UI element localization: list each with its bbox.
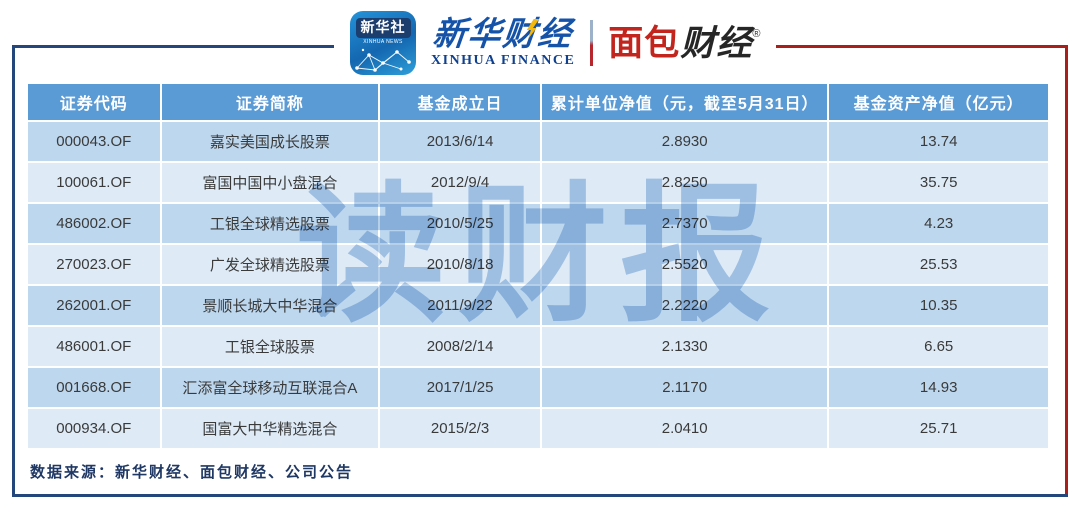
cell-inception: 2015/2/3 xyxy=(380,409,540,448)
frame-left-line xyxy=(12,45,15,497)
cell-name: 景顺长城大中华混合 xyxy=(161,286,379,325)
cell-code: 000043.OF xyxy=(28,122,160,161)
cell-inception: 2010/5/25 xyxy=(380,204,540,243)
frame-top-right-line xyxy=(746,45,1068,48)
cell-inception: 2008/2/14 xyxy=(380,327,540,366)
cell-cum-nav: 2.8930 xyxy=(542,122,828,161)
cell-cum-nav: 2.1170 xyxy=(542,368,828,407)
xinhua-news-en-label: XINHUA NEWS xyxy=(363,38,403,45)
cell-name: 汇添富全球移动互联混合A xyxy=(161,368,379,407)
cell-cum-nav: 2.2220 xyxy=(542,286,828,325)
cell-inception: 2011/9/22 xyxy=(380,286,540,325)
cell-cum-nav: 2.5520 xyxy=(542,245,828,284)
xinhua-finance-en: XINHUA FINANCE xyxy=(431,53,576,68)
table-row: 000043.OF 嘉实美国成长股票 2013/6/14 2.8930 13.7… xyxy=(28,122,1048,161)
cell-cum-nav: 2.8250 xyxy=(542,163,828,202)
logo-bar: 新华社 XINHUA NEWS 新华财经 XINHUA FINANCE xyxy=(344,8,777,78)
col-header-cum-nav: 累计单位净值（元，截至5月31日） xyxy=(542,84,828,120)
mianbao-cn-dark: 财经 xyxy=(680,23,753,63)
table-row: 001668.OF 汇添富全球移动互联混合A 2017/1/25 2.1170 … xyxy=(28,368,1048,407)
cell-net-assets: 13.74 xyxy=(829,122,1048,161)
frame-bottom-line xyxy=(12,494,1068,497)
network-pattern-icon xyxy=(355,48,411,72)
table-row: 270023.OF 广发全球精选股票 2010/8/18 2.5520 25.5… xyxy=(28,245,1048,284)
mianbao-cn-red: 面包 xyxy=(608,23,681,63)
cell-code: 486002.OF xyxy=(28,204,160,243)
xinhua-news-app-icon: 新华社 XINHUA NEWS xyxy=(350,11,416,75)
table-row: 486001.OF 工银全球股票 2008/2/14 2.1330 6.65 xyxy=(28,327,1048,366)
cell-net-assets: 25.71 xyxy=(829,409,1048,448)
table-row: 100061.OF 富国中国中小盘混合 2012/9/4 2.8250 35.7… xyxy=(28,163,1048,202)
data-source-note: 数据来源：新华财经、面包财经、公司公告 xyxy=(30,465,354,481)
fund-table: 证券代码 证券简称 基金成立日 累计单位净值（元，截至5月31日） 基金资产净值… xyxy=(26,82,1050,450)
cell-net-assets: 35.75 xyxy=(829,163,1048,202)
cell-net-assets: 4.23 xyxy=(829,204,1048,243)
xinhua-finance-logo: 新华财经 XINHUA FINANCE xyxy=(431,15,576,69)
frame-top-left-line xyxy=(12,45,334,48)
mianbao-caijing-logo: 面包 财经 ® xyxy=(608,26,770,61)
cell-cum-nav: 2.1330 xyxy=(542,327,828,366)
registered-trademark-icon: ® xyxy=(752,27,761,40)
cell-name: 广发全球精选股票 xyxy=(161,245,379,284)
xinhua-news-label: 新华社 xyxy=(355,18,411,38)
cell-name: 工银全球精选股票 xyxy=(161,204,379,243)
cell-net-assets: 25.53 xyxy=(829,245,1048,284)
logo-divider xyxy=(590,20,594,66)
cell-code: 001668.OF xyxy=(28,368,160,407)
cell-net-assets: 10.35 xyxy=(829,286,1048,325)
cell-code: 000934.OF xyxy=(28,409,160,448)
col-header-inception: 基金成立日 xyxy=(380,84,540,120)
cell-cum-nav: 2.0410 xyxy=(542,409,828,448)
cell-name: 富国中国中小盘混合 xyxy=(161,163,379,202)
table-row: 262001.OF 景顺长城大中华混合 2011/9/22 2.2220 10.… xyxy=(28,286,1048,325)
cell-code: 262001.OF xyxy=(28,286,160,325)
cell-code: 486001.OF xyxy=(28,327,160,366)
cell-cum-nav: 2.7370 xyxy=(542,204,828,243)
col-header-name: 证券简称 xyxy=(161,84,379,120)
cell-inception: 2013/6/14 xyxy=(380,122,540,161)
cell-code: 100061.OF xyxy=(28,163,160,202)
cell-inception: 2012/9/4 xyxy=(380,163,540,202)
col-header-code: 证券代码 xyxy=(28,84,160,120)
cell-code: 270023.OF xyxy=(28,245,160,284)
cell-inception: 2010/8/18 xyxy=(380,245,540,284)
cell-inception: 2017/1/25 xyxy=(380,368,540,407)
cell-name: 工银全球股票 xyxy=(161,327,379,366)
xinhua-finance-cn: 新华财经 xyxy=(431,15,576,52)
cell-net-assets: 14.93 xyxy=(829,368,1048,407)
table-header-row: 证券代码 证券简称 基金成立日 累计单位净值（元，截至5月31日） 基金资产净值… xyxy=(28,84,1048,120)
frame-right-line xyxy=(1065,45,1068,497)
col-header-net-assets: 基金资产净值（亿元） xyxy=(829,84,1048,120)
cell-name: 嘉实美国成长股票 xyxy=(161,122,379,161)
cell-name: 国富大中华精选混合 xyxy=(161,409,379,448)
table-row: 000934.OF 国富大中华精选混合 2015/2/3 2.0410 25.7… xyxy=(28,409,1048,448)
cell-net-assets: 6.65 xyxy=(829,327,1048,366)
table-row: 486002.OF 工银全球精选股票 2010/5/25 2.7370 4.23 xyxy=(28,204,1048,243)
